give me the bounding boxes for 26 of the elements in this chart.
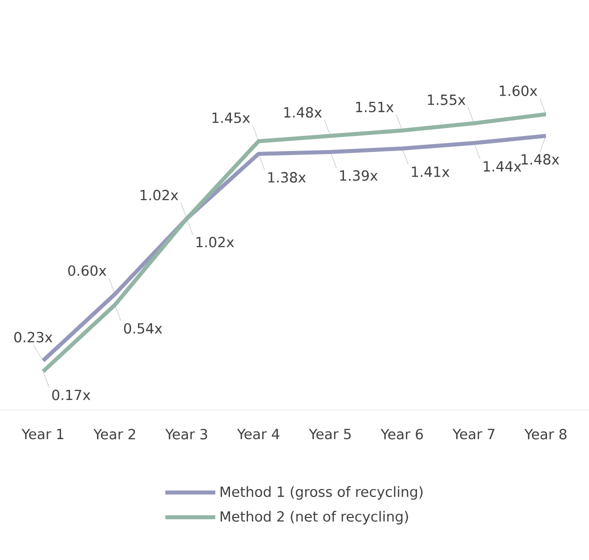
- data-label: 1.44x: [484, 161, 522, 172]
- data-label: 0.60x: [68, 265, 106, 276]
- legend-label: Method 2 (net of recycling): [220, 510, 408, 524]
- data-label: 1.48x: [284, 107, 322, 118]
- x-tick-label: Year 5: [308, 428, 351, 440]
- data-label: 1.55x: [428, 94, 466, 106]
- x-tick-label: Year 6: [380, 428, 423, 440]
- x-tick-label: Year 3: [165, 428, 208, 440]
- data-label: 1.41x: [412, 166, 450, 177]
- legend-label: Method 1 (gross of recycling): [220, 486, 423, 500]
- data-label: 0.23x: [14, 332, 52, 342]
- data-label: 1.02x: [196, 236, 234, 248]
- data-label: 1.48x: [522, 154, 560, 165]
- x-tick-label: Year 4: [237, 428, 280, 440]
- x-tick-label: Year 1: [22, 428, 64, 440]
- data-label: 1.45x: [212, 112, 250, 124]
- data-label: 0.54x: [124, 323, 162, 334]
- data-label: 1.38x: [268, 172, 306, 183]
- data-label: 1.39x: [340, 170, 378, 181]
- data-label: 1.60x: [500, 85, 538, 96]
- data-label: 1.51x: [356, 102, 394, 112]
- data-label: 0.17x: [52, 390, 90, 400]
- x-tick-label: Year 8: [524, 428, 566, 440]
- x-tick-label: Year 7: [452, 428, 494, 440]
- data-label: 1.02x: [140, 190, 178, 200]
- x-tick-label: Year 2: [93, 428, 136, 440]
